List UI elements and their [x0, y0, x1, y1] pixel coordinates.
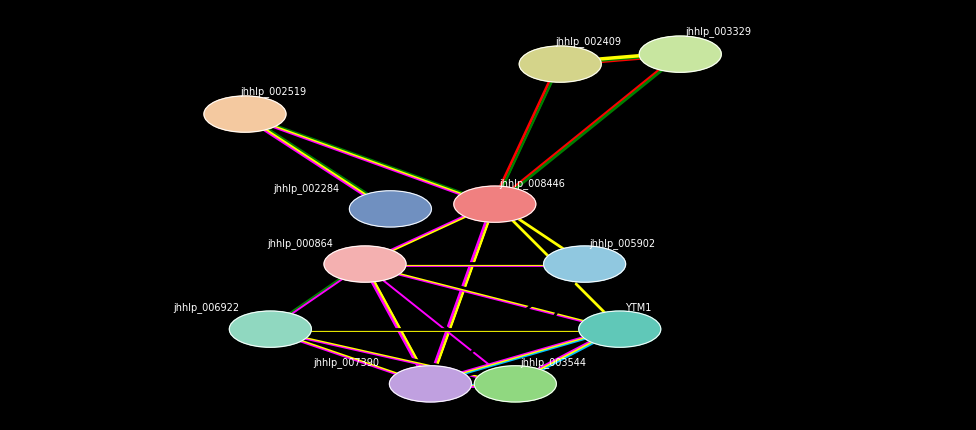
Circle shape — [454, 187, 536, 223]
Text: jhhlp_006922: jhhlp_006922 — [173, 301, 239, 312]
Text: jhhlp_007390: jhhlp_007390 — [313, 356, 380, 367]
Text: jhhlp_003329: jhhlp_003329 — [685, 26, 752, 37]
Text: jhhlp_000864: jhhlp_000864 — [267, 237, 333, 248]
Text: jhhlp_002284: jhhlp_002284 — [273, 182, 340, 193]
Circle shape — [349, 191, 431, 227]
Circle shape — [324, 246, 406, 283]
Text: jhhlp_002519: jhhlp_002519 — [240, 86, 306, 97]
Circle shape — [544, 246, 626, 283]
Text: jhhlp_008446: jhhlp_008446 — [500, 178, 565, 188]
Text: jhhlp_005902: jhhlp_005902 — [590, 237, 656, 248]
Circle shape — [204, 97, 286, 133]
Circle shape — [389, 366, 471, 402]
Circle shape — [639, 37, 721, 73]
Text: jhhlp_003544: jhhlp_003544 — [520, 356, 587, 367]
Text: jhhlp_002409: jhhlp_002409 — [555, 36, 622, 47]
Circle shape — [229, 311, 311, 347]
Circle shape — [474, 366, 556, 402]
Text: YTM1: YTM1 — [625, 302, 651, 312]
Circle shape — [579, 311, 661, 347]
Circle shape — [519, 47, 601, 83]
